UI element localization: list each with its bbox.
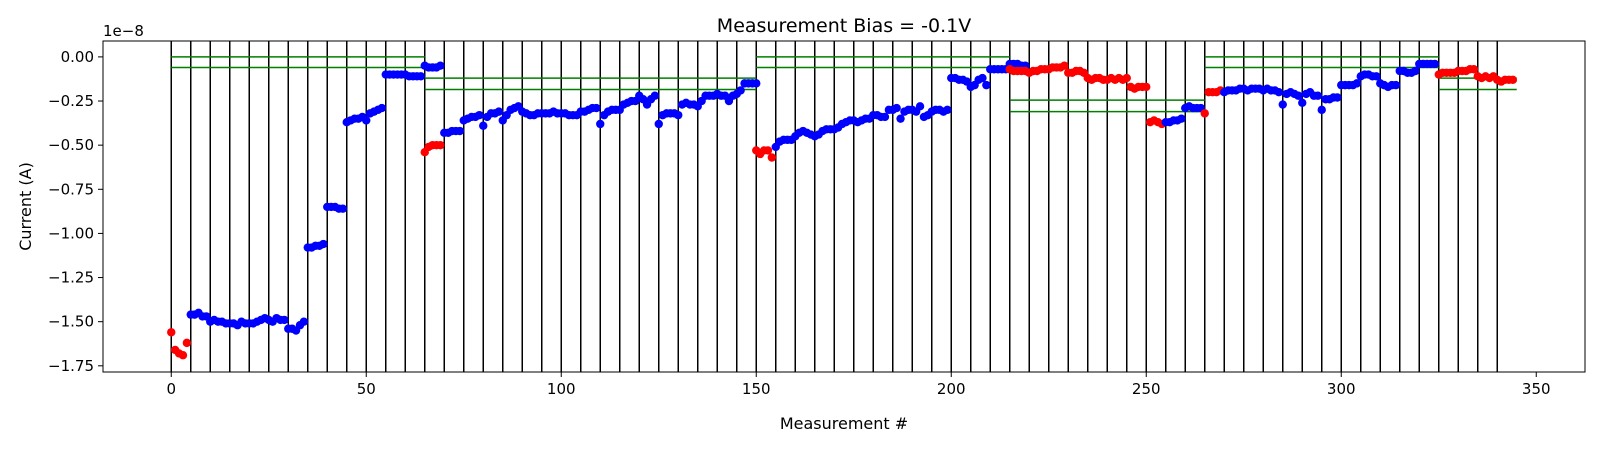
y-tick-label: −0.25 bbox=[48, 92, 94, 110]
y-tick-label: −1.50 bbox=[48, 313, 94, 331]
data-point bbox=[1469, 65, 1479, 74]
data-point bbox=[1313, 91, 1323, 100]
data-point bbox=[1372, 72, 1381, 81]
chart-title: Measurement Bias = -0.1V bbox=[717, 15, 971, 37]
data-point bbox=[1122, 73, 1131, 83]
data-points bbox=[167, 59, 1518, 360]
data-point bbox=[280, 315, 289, 325]
data-point bbox=[978, 73, 987, 83]
x-tick-label: 100 bbox=[547, 380, 576, 398]
data-point bbox=[892, 103, 901, 113]
data-point bbox=[596, 119, 605, 129]
data-point bbox=[1333, 93, 1342, 102]
data-point bbox=[763, 146, 773, 155]
data-point bbox=[654, 119, 663, 129]
data-point bbox=[767, 153, 777, 162]
data-point bbox=[736, 86, 745, 95]
data-point bbox=[943, 105, 952, 115]
data-point bbox=[982, 80, 991, 90]
x-tick-label: 50 bbox=[357, 380, 376, 398]
plot-frame bbox=[102, 40, 1586, 373]
data-point bbox=[1274, 87, 1284, 97]
x-tick-label: 350 bbox=[1522, 380, 1551, 398]
data-point bbox=[338, 204, 348, 213]
data-point bbox=[1142, 82, 1151, 92]
data-point bbox=[650, 91, 660, 100]
y-tick-label: −0.75 bbox=[48, 180, 94, 198]
data-point bbox=[416, 72, 426, 81]
data-point bbox=[182, 338, 192, 348]
data-point bbox=[1177, 114, 1186, 123]
divider-lines bbox=[170, 41, 1498, 372]
x-tick-label: 300 bbox=[1327, 380, 1356, 398]
data-point bbox=[1200, 109, 1209, 118]
y-axis-offset-label: 1e−8 bbox=[103, 22, 144, 40]
data-point bbox=[436, 61, 445, 70]
y-tick-label: 0.00 bbox=[61, 48, 94, 66]
x-axis: 0 50 100 150 200 250 300 350 bbox=[166, 372, 1551, 398]
data-point bbox=[1411, 66, 1420, 76]
data-point bbox=[1317, 105, 1326, 115]
data-point bbox=[455, 126, 465, 136]
data-point bbox=[479, 121, 488, 130]
y-axis-label: Current (A) bbox=[16, 162, 35, 251]
data-point bbox=[1352, 79, 1362, 88]
x-tick-label: 200 bbox=[937, 380, 966, 398]
data-point bbox=[1294, 91, 1303, 100]
data-point bbox=[896, 114, 905, 123]
data-point bbox=[592, 103, 601, 113]
data-point bbox=[178, 351, 188, 360]
y-axis: 0.00 −0.25 −0.50 −0.75 −1.00 −1.25 −1.50 −1.75 bbox=[48, 48, 103, 375]
data-point bbox=[319, 239, 328, 249]
x-axis-label: Measurement # bbox=[780, 414, 908, 433]
y-tick-label: −1.75 bbox=[48, 357, 94, 375]
data-point bbox=[362, 116, 371, 125]
x-tick-label: 250 bbox=[1132, 380, 1161, 398]
data-point bbox=[299, 317, 309, 326]
data-point bbox=[436, 140, 445, 150]
data-point bbox=[1298, 98, 1307, 107]
data-point bbox=[475, 110, 484, 120]
y-tick-label: −1.00 bbox=[48, 224, 94, 242]
x-tick-label: 150 bbox=[742, 380, 771, 398]
data-point bbox=[494, 107, 504, 116]
data-point bbox=[915, 102, 925, 111]
data-point bbox=[377, 103, 387, 113]
data-point bbox=[880, 112, 890, 122]
data-point bbox=[1508, 75, 1518, 85]
y-tick-label: −0.50 bbox=[48, 136, 94, 154]
data-point bbox=[674, 110, 683, 120]
data-point bbox=[167, 328, 176, 337]
data-point bbox=[1060, 61, 1069, 70]
x-tick-label: 0 bbox=[166, 380, 176, 398]
data-point bbox=[752, 79, 761, 88]
y-tick-label: −1.25 bbox=[48, 269, 94, 287]
data-point bbox=[1278, 100, 1287, 109]
data-point bbox=[1391, 80, 1401, 90]
data-point bbox=[1430, 59, 1440, 69]
